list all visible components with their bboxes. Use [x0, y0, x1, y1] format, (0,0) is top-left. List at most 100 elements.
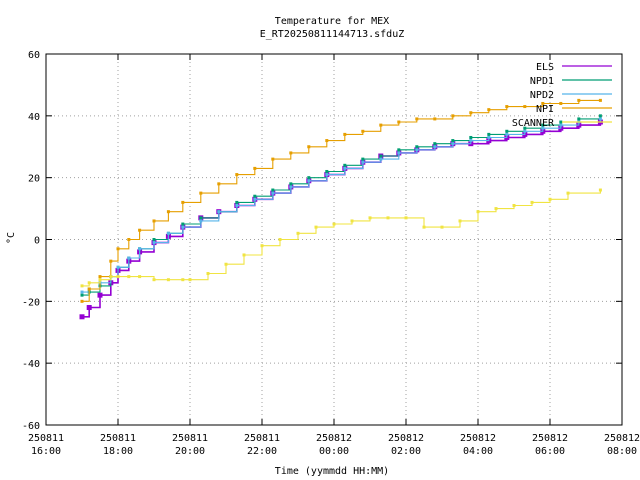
x-tick-label-date: 250811: [244, 433, 280, 444]
data-point-scanner: [458, 219, 462, 223]
data-point-npd1: [559, 120, 563, 124]
data-point-npd1: [415, 145, 419, 149]
series-line-npi: [82, 99, 601, 302]
y-tick-label: 60: [28, 50, 40, 61]
data-point-scanner: [598, 188, 602, 192]
data-point-npi: [116, 247, 120, 251]
data-point-scanner: [494, 207, 498, 211]
data-point-scanner: [87, 281, 91, 285]
axes: -60 -40 -20 0 20 40 60 250811 16:00 250811 18:00 25…: [22, 50, 640, 457]
data-point-npd2: [397, 151, 401, 155]
data-point-scanner: [278, 238, 282, 241]
data-point-scanner: [368, 216, 372, 220]
data-point-scanner: [314, 225, 318, 229]
data-point-scanner: [332, 222, 336, 226]
data-point-npd1: [181, 222, 185, 226]
data-point-npd2: [559, 123, 563, 127]
data-point-scanner: [152, 278, 156, 282]
data-point-npd2: [80, 290, 84, 294]
data-point-npd1: [451, 139, 455, 143]
data-point-els: [86, 305, 92, 311]
data-point-els: [97, 292, 103, 298]
legend-label-els: ELS: [536, 62, 554, 73]
data-point-scanner: [512, 203, 516, 207]
data-point-npd2: [541, 126, 545, 130]
x-tick-label-date: 250812: [316, 433, 352, 444]
data-point-scanner: [548, 197, 552, 201]
data-point-scanner: [566, 191, 570, 195]
data-point-npi: [505, 105, 509, 109]
data-point-npi: [415, 117, 419, 121]
data-point-npi: [379, 123, 383, 127]
data-point-npd2: [289, 185, 293, 189]
data-point-scanner: [127, 275, 131, 279]
data-point-scanner: [224, 262, 228, 266]
data-point-npd2: [523, 129, 527, 133]
x-tick-label-time: 02:00: [391, 446, 421, 457]
data-point-npd1: [469, 135, 473, 139]
data-point-npi: [451, 114, 455, 118]
y-tick-label: 20: [28, 174, 40, 185]
y-axis-label: °C: [6, 232, 17, 244]
data-point-scanner: [422, 225, 426, 229]
x-tick-label-time: 06:00: [535, 446, 565, 457]
data-point-npi: [166, 210, 170, 214]
data-point-npd2: [433, 145, 437, 149]
data-point-npi: [87, 287, 91, 291]
x-tick-label-date: 250812: [388, 433, 424, 444]
data-point-npd2: [235, 203, 239, 207]
data-point-npd2: [307, 179, 311, 183]
x-tick-label-time: 00:00: [319, 446, 349, 457]
data-point-npd2: [199, 219, 203, 223]
chart-subtitle: E_RT20250811144713.sfduZ: [260, 29, 405, 40]
x-tick-label-time: 20:00: [175, 446, 205, 457]
data-point-npd2: [166, 231, 170, 235]
data-point-npi: [469, 111, 473, 115]
x-tick-label-date: 250811: [100, 433, 136, 444]
data-point-npi: [307, 145, 311, 149]
data-point-npd1: [80, 293, 84, 297]
data-point-npi: [343, 132, 347, 136]
chart-title: Temperature for MEX: [275, 16, 389, 27]
data-point-npd2: [415, 148, 419, 152]
legend-label-scanner: SCANNER: [512, 118, 555, 129]
data-point-npd1: [598, 114, 602, 118]
data-point-npd1: [343, 163, 347, 167]
data-point-npd1: [487, 132, 491, 136]
data-point-npd2: [181, 225, 185, 229]
y-tick-label: 40: [28, 112, 40, 123]
data-point-npi: [523, 105, 527, 109]
data-point-npd1: [523, 126, 527, 130]
data-point-npd1: [505, 129, 509, 133]
data-point-scanner: [440, 225, 444, 229]
data-point-scanner: [166, 278, 170, 282]
data-point-scanner: [476, 210, 480, 214]
x-tick-label-date: 250812: [532, 433, 568, 444]
data-point-els: [79, 314, 85, 320]
series-line-scanner: [82, 190, 601, 287]
x-axis-label: Time (yymmdd HH:MM): [275, 466, 389, 477]
x-tick-label-time: 16:00: [31, 446, 61, 457]
legend-label-npd1: NPD1: [530, 76, 554, 87]
x-tick-label-date: 250812: [604, 433, 640, 444]
data-point-npd2: [253, 197, 257, 201]
data-point-npd2: [138, 247, 142, 251]
x-tick-label-date: 250811: [28, 433, 64, 444]
data-point-npi: [559, 101, 563, 105]
data-point-npd1: [379, 154, 383, 158]
data-point-scanner: [296, 231, 300, 235]
data-point-scanner: [98, 278, 102, 282]
data-point-scanner: [260, 244, 264, 248]
x-tick-label-time: 04:00: [463, 446, 493, 457]
data-point-npi: [80, 299, 84, 303]
series-line-els: [82, 122, 602, 318]
y-tick-label: -40: [22, 359, 40, 370]
data-point-npd1: [577, 117, 581, 121]
data-point-npd2: [271, 191, 275, 195]
data-point-npi: [433, 117, 437, 121]
data-point-npd1: [152, 238, 156, 241]
data-point-npd1: [397, 148, 401, 152]
data-point-npi: [289, 151, 293, 155]
data-point-npd1: [235, 200, 239, 204]
